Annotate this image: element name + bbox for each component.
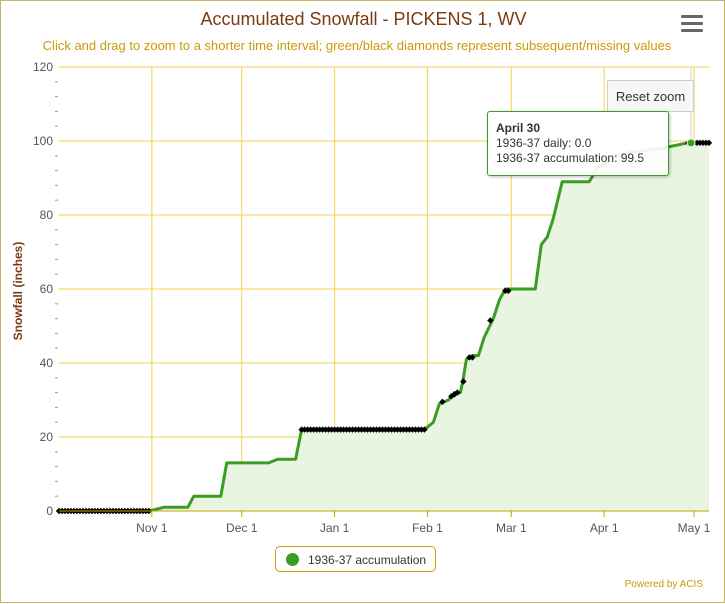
missing-value-marker bbox=[705, 139, 713, 147]
missing-value-marker bbox=[505, 287, 512, 295]
y-tick-label: 60 bbox=[40, 282, 54, 296]
y-tick-label: 100 bbox=[33, 134, 53, 148]
legend-marker-icon bbox=[286, 553, 299, 566]
x-tick-label: Feb 1 bbox=[412, 521, 443, 535]
area-layer bbox=[59, 142, 709, 512]
series-area bbox=[59, 142, 709, 512]
missing-value-marker bbox=[469, 354, 476, 361]
x-tick-label: Jan 1 bbox=[320, 521, 350, 535]
missing-value-marker bbox=[421, 426, 428, 433]
x-tick-label: Nov 1 bbox=[136, 521, 168, 535]
axis-layer: 0 20 40 60 80 100 120 Nov 1 Dec 1 Jan 1 Feb 1 Mar 1… bbox=[33, 60, 711, 535]
missing-value-marker bbox=[439, 398, 446, 406]
y-axis-title: Snowfall (inches) bbox=[11, 241, 25, 341]
legend-item-1936-37-accumulation[interactable]: 1936-37 accumulation bbox=[275, 546, 436, 572]
x-tick-label: Mar 1 bbox=[496, 521, 527, 535]
missing-value-marker bbox=[460, 378, 467, 385]
y-tick-label: 0 bbox=[46, 504, 53, 518]
tooltip-accumulation: 1936-37 accumulation: 99.5 bbox=[496, 151, 645, 165]
chart-title: Accumulated Snowfall - PICKENS 1, WV bbox=[200, 9, 527, 29]
tooltip-daily: 1936-37 daily: 0.0 bbox=[496, 136, 592, 150]
reset-zoom-button[interactable]: Reset zoom bbox=[607, 80, 694, 112]
missing-value-marker bbox=[487, 317, 494, 324]
menu-bar-line bbox=[681, 22, 703, 25]
x-tick-label: Apr 1 bbox=[590, 521, 619, 535]
y-tick-label: 80 bbox=[40, 208, 54, 222]
hamburger-menu-icon[interactable] bbox=[681, 15, 703, 35]
tooltip-date: April 30 bbox=[496, 121, 541, 135]
data-tooltip: April 30 1936-37 daily: 0.0 1936-37 accu… bbox=[487, 111, 669, 176]
chart-subtitle: Click and drag to zoom to a shorter time… bbox=[42, 38, 672, 53]
menu-bar-line bbox=[681, 29, 703, 32]
missing-value-marker bbox=[454, 389, 461, 396]
y-tick-label: 120 bbox=[33, 60, 53, 74]
credits-link[interactable]: Powered by ACIS bbox=[624, 579, 703, 590]
x-tick-label: Dec 1 bbox=[226, 521, 258, 535]
x-tick-label: May 1 bbox=[678, 521, 711, 535]
menu-bar-line bbox=[681, 15, 703, 18]
hover-point bbox=[686, 138, 696, 148]
y-tick-label: 40 bbox=[40, 356, 54, 370]
legend-label: 1936-37 accumulation bbox=[308, 553, 427, 567]
y-tick-label: 20 bbox=[40, 430, 54, 444]
